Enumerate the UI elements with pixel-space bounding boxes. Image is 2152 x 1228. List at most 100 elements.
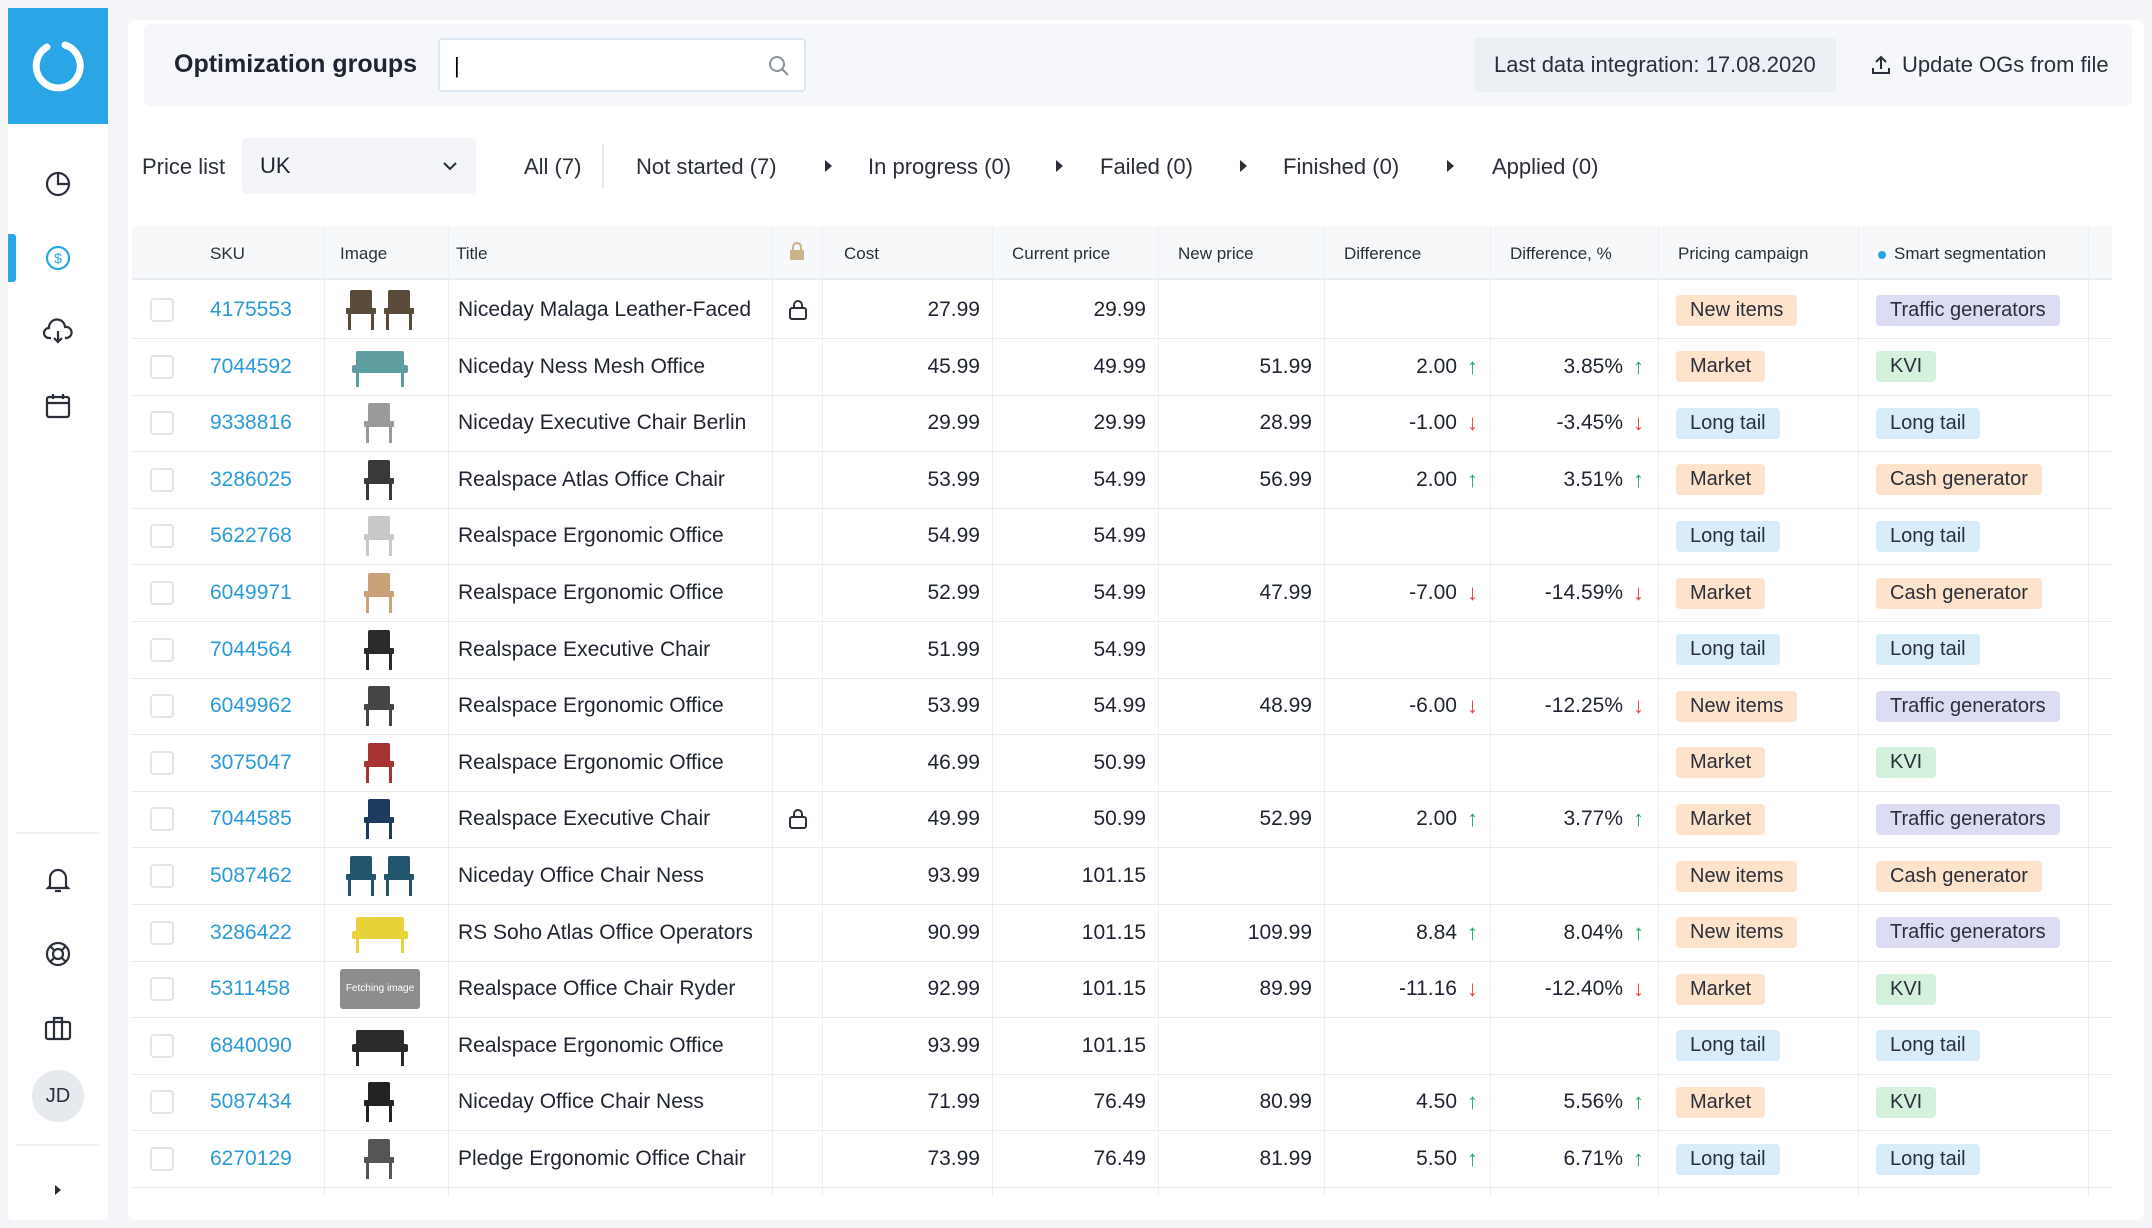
update-ogs-button[interactable]: Update OGs from file [1870, 38, 2109, 92]
smart-segmentation-tag[interactable]: Long tail [1876, 634, 1980, 666]
row-checkbox[interactable] [150, 354, 174, 379]
table-row[interactable]: 5311458 Fetching image Realspace Office Ch… [132, 961, 2112, 1019]
smart-segmentation-tag[interactable]: KVI [1876, 1086, 1937, 1118]
col-new-price[interactable]: New price [1178, 244, 1254, 263]
search-icon[interactable] [768, 55, 790, 77]
pricing-campaign-tag[interactable]: Market [1676, 1086, 1766, 1118]
row-checkbox[interactable] [150, 750, 174, 775]
table-row[interactable]: 3286422 RS Soho Atlas Office Operators 90.… [132, 905, 2112, 962]
col-cost[interactable]: Cost [844, 244, 879, 263]
smart-segmentation-tag[interactable]: Cash generator [1876, 860, 2042, 892]
sku-link[interactable]: 6840090 [210, 1033, 292, 1057]
sku-link[interactable]: 3286025 [210, 467, 292, 491]
smart-segmentation-tag[interactable]: KVI [1876, 351, 1937, 383]
table-row[interactable]: 7044564 Realspace Executive Chair 51.99 54.… [132, 622, 2112, 679]
sku-link[interactable]: 5311458 [210, 977, 291, 1001]
pricing-campaign-tag[interactable]: Market [1676, 973, 1766, 1005]
nav-notifications[interactable] [8, 852, 108, 908]
pricing-campaign-tag[interactable]: Market [1676, 464, 1766, 496]
sku-link[interactable]: 5087462 [210, 864, 292, 887]
col-sku[interactable]: SKU [210, 244, 245, 263]
pricing-campaign-tag[interactable]: Market [1676, 803, 1766, 835]
expand-sidebar-button[interactable] [48, 1180, 68, 1200]
pricing-campaign-tag[interactable]: New items [1676, 860, 1798, 892]
smart-segmentation-tag[interactable]: Long tail [1876, 1143, 1980, 1175]
row-checkbox[interactable] [150, 807, 174, 832]
row-checkbox[interactable] [150, 1090, 174, 1115]
row-checkbox[interactable] [150, 1147, 174, 1171]
row-checkbox[interactable] [150, 411, 174, 436]
tab-in-progress[interactable]: In progress (0) [868, 154, 1012, 179]
smart-segmentation-tag[interactable]: Long tail [1876, 1030, 1980, 1062]
row-checkbox[interactable] [150, 864, 174, 888]
row-checkbox[interactable] [150, 581, 174, 605]
pricing-campaign-tag[interactable]: Market [1676, 351, 1766, 383]
sku-link[interactable]: 3075047 [210, 750, 292, 774]
col-difference[interactable]: Difference [1344, 244, 1422, 263]
pricing-campaign-tag[interactable]: New items [1676, 294, 1798, 326]
search-box[interactable] [438, 38, 806, 92]
smart-segmentation-tag[interactable]: Traffic generators [1876, 294, 2060, 326]
row-checkbox[interactable] [150, 977, 174, 1002]
sku-link[interactable]: 5087434 [210, 1090, 292, 1114]
smart-segmentation-tag[interactable]: Traffic generators [1876, 690, 2060, 722]
row-checkbox[interactable] [150, 920, 174, 945]
table-row[interactable]: 5087434 Niceday Office Chair Ness 71.99 76.… [132, 1074, 2112, 1132]
search-input[interactable] [454, 52, 754, 80]
nav-analytics[interactable] [8, 156, 108, 212]
table-row[interactable]: 3075047 Realspace Ergonomic Office 46.99 50… [132, 735, 2112, 792]
tab-not-started[interactable]: Not started (7) [636, 154, 777, 179]
nav-pricing[interactable]: $ [8, 230, 108, 286]
col-current-price[interactable]: Current price [1012, 244, 1111, 263]
tab-failed[interactable]: Failed (0) [1100, 154, 1193, 179]
avatar[interactable]: JD [32, 1070, 84, 1122]
smart-segmentation-tag[interactable]: Cash generator [1876, 577, 2042, 609]
smart-segmentation-tag[interactable]: Cash generator [1876, 464, 2042, 496]
smart-segmentation-tag[interactable]: Long tail [1876, 407, 1980, 439]
app-logo[interactable] [8, 8, 108, 124]
table-row[interactable]: 4175553 Niceday Malaga Leather-Faced 27.99… [132, 282, 2112, 339]
smart-segmentation-tag[interactable]: Traffic generators [1876, 803, 2060, 835]
pricing-campaign-tag[interactable]: Long tail [1676, 407, 1780, 439]
row-checkbox[interactable] [150, 298, 174, 322]
table-row[interactable]: 6049962 Realspace Ergonomic Office 53.99 54… [132, 678, 2112, 736]
sku-link[interactable]: 6270129 [210, 1147, 292, 1170]
nav-help[interactable] [8, 926, 108, 982]
table-row[interactable]: 6049971 Realspace Ergonomic Office 52.99 54… [132, 565, 2112, 622]
sku-link[interactable]: 3286422 [210, 920, 292, 944]
pricing-campaign-tag[interactable]: Long tail [1676, 1030, 1780, 1062]
col-pricing-campaign[interactable]: Pricing campaign [1678, 244, 1809, 263]
sku-link[interactable]: 9338816 [210, 411, 292, 435]
col-title[interactable]: Title [456, 244, 488, 263]
sku-link[interactable]: 5622768 [210, 524, 292, 548]
pricing-campaign-tag[interactable]: Market [1676, 747, 1766, 779]
nav-calendar[interactable] [8, 378, 108, 434]
pricing-campaign-tag[interactable]: Long tail [1676, 520, 1780, 552]
lock-icon[interactable] [788, 282, 808, 338]
smart-segmentation-tag[interactable]: Traffic generators [1876, 917, 2060, 949]
tab-applied[interactable]: Applied (0) [1492, 154, 1599, 179]
sku-link[interactable]: 4175553 [210, 298, 292, 321]
sku-link[interactable]: 6049962 [210, 694, 292, 718]
table-row[interactable]: 7044592 Niceday Ness Mesh Office 45.99 49.9… [132, 339, 2112, 396]
table-row[interactable]: 6840090 Realspace Ergonomic Office 93.99 10… [132, 1018, 2112, 1075]
sku-link[interactable]: 7044592 [210, 354, 292, 378]
tab-all[interactable]: All (7) [524, 154, 582, 179]
row-checkbox[interactable] [150, 637, 174, 662]
table-row[interactable]: 9338816 Niceday Executive Chair Berlin 29.… [132, 395, 2112, 453]
table-row[interactable]: 7044585 Realspace Executive Chair 49.99 50.… [132, 791, 2112, 849]
row-checkbox[interactable] [150, 694, 174, 719]
table-row[interactable]: 6270129 Pledge Ergonomic Office Chair 73.9… [132, 1131, 2112, 1188]
table-row[interactable]: 5087462 Niceday Office Chair Ness 93.99 101… [132, 848, 2112, 905]
sku-link[interactable]: 6049971 [210, 581, 292, 604]
pricing-campaign-tag[interactable]: Long tail [1676, 634, 1780, 666]
tab-finished[interactable]: Finished (0) [1283, 154, 1400, 179]
table-row[interactable]: 5622768 Realspace Ergonomic Office 54.99 54… [132, 508, 2112, 566]
nav-briefcase[interactable] [8, 1000, 108, 1056]
smart-segmentation-tag[interactable]: KVI [1876, 973, 1937, 1005]
row-checkbox[interactable] [150, 467, 174, 492]
sku-link[interactable]: 7044585 [210, 807, 292, 831]
pricing-campaign-tag[interactable]: Long tail [1676, 1143, 1780, 1175]
nav-cloud-sync[interactable] [8, 304, 108, 360]
col-difference-pct[interactable]: Difference, % [1510, 244, 1612, 263]
